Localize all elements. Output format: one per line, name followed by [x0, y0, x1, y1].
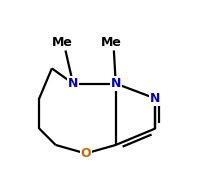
Text: Me: Me	[52, 36, 73, 49]
Text: N: N	[150, 92, 160, 105]
Text: N: N	[68, 77, 78, 90]
Text: O: O	[80, 147, 91, 160]
Text: Me: Me	[100, 36, 121, 49]
Text: N: N	[111, 77, 121, 90]
